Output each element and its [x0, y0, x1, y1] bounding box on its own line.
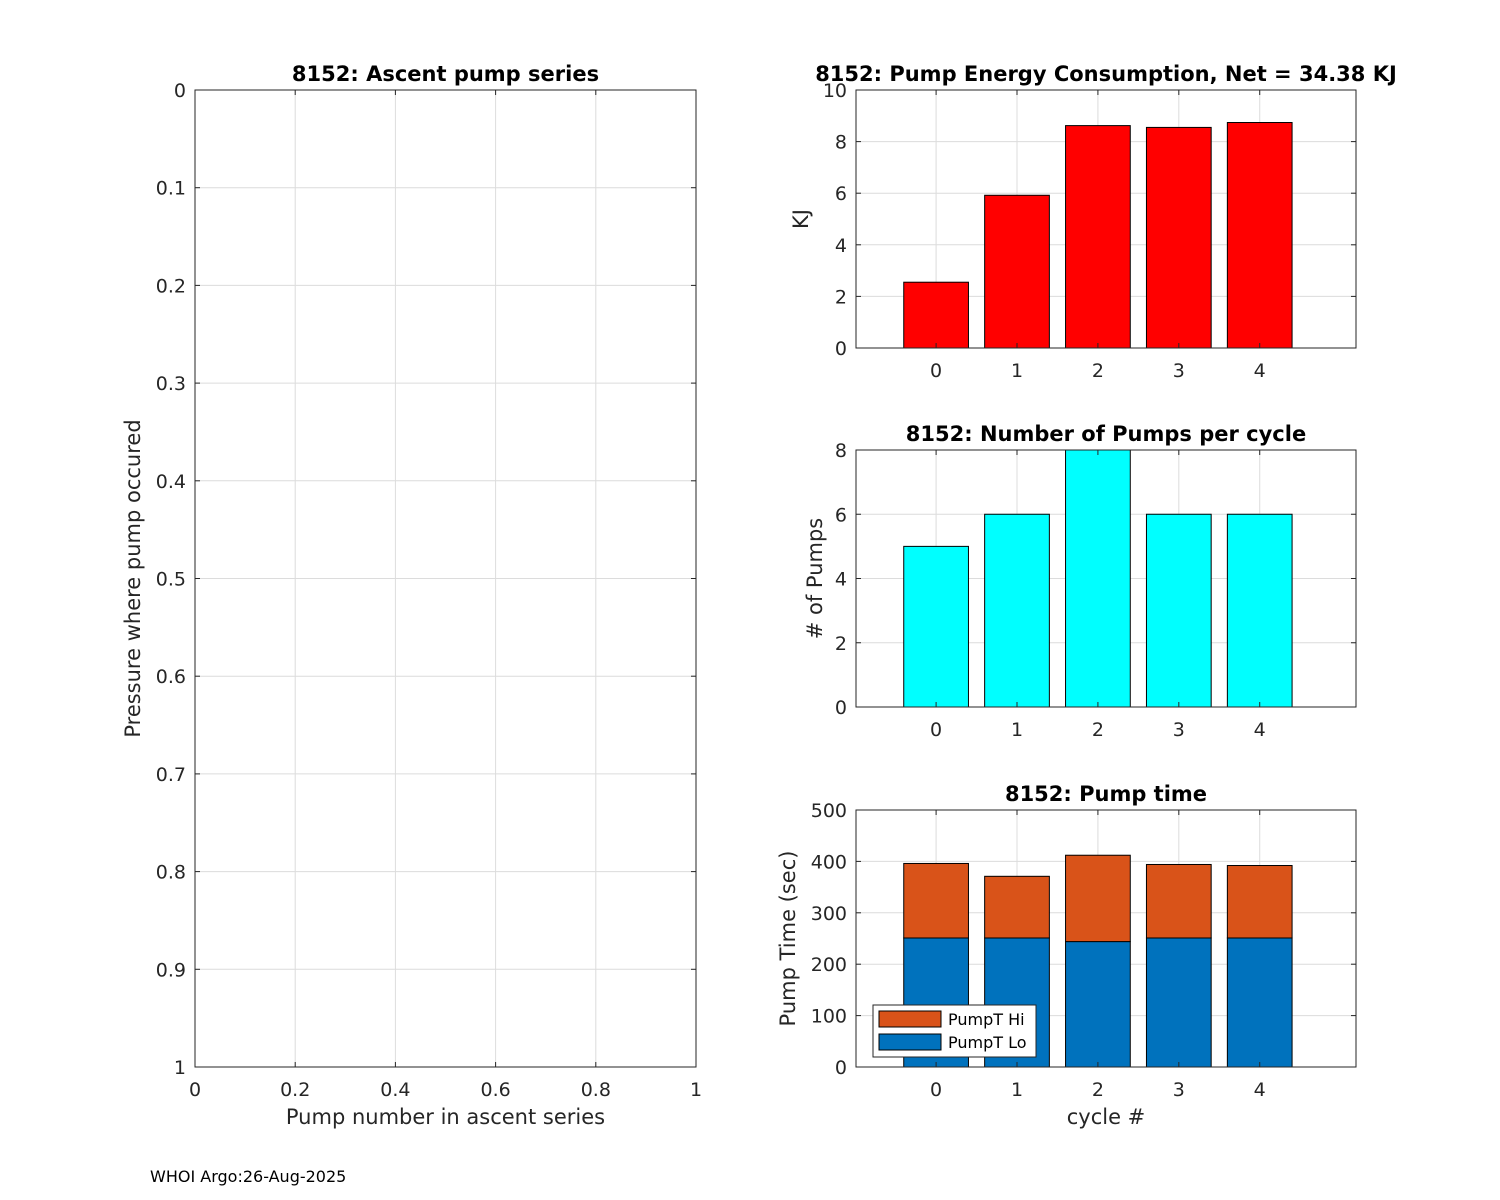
x-tick-label: 2	[1092, 360, 1104, 382]
y-tick-label: 0	[835, 1057, 847, 1079]
y-axis-label: KJ	[789, 209, 813, 229]
legend-label: PumpT Lo	[948, 1033, 1027, 1052]
y-tick-label: 0.2	[156, 275, 186, 297]
y-tick-label: 0	[174, 80, 186, 102]
x-tick-label: 3	[1173, 719, 1185, 741]
x-tick-label: 0	[930, 360, 942, 382]
legend: PumpT Hi PumpT Lo	[872, 1004, 1037, 1058]
bar-pumpt-hi	[903, 862, 969, 939]
y-tick-label: 0.8	[156, 862, 186, 884]
x-tick-label: 0	[189, 1079, 201, 1101]
x-tick-label: 0	[930, 719, 942, 741]
y-tick-label: 0.4	[156, 471, 186, 493]
y-tick-label: 6	[835, 504, 847, 526]
chart-title: 8152: Ascent pump series	[292, 62, 599, 86]
x-axis-label: Pump number in ascent series	[286, 1105, 605, 1129]
chart-title: 8152: Pump time	[1005, 782, 1207, 806]
axes-box	[855, 809, 1357, 1068]
bar-pumpt-lo	[1065, 941, 1131, 1068]
y-axis-label: Pump Time (sec)	[776, 851, 800, 1027]
legend-swatch	[878, 1010, 942, 1028]
y-tick-label: 2	[835, 633, 847, 655]
y-tick-label: 500	[811, 800, 847, 822]
chart-title: 8152: Pump Energy Consumption, Net = 34.…	[815, 62, 1397, 86]
y-tick-label: 0	[835, 338, 847, 360]
legend-label: PumpT Hi	[948, 1010, 1025, 1029]
y-tick-label: 0.7	[156, 764, 186, 786]
y-axis-label: # of Pumps	[803, 518, 827, 640]
x-tick-label: 3	[1173, 1079, 1185, 1101]
bar-pumpt-lo	[1145, 937, 1212, 1068]
bar-pumpt-hi	[1065, 854, 1131, 943]
y-tick-label: 1	[174, 1057, 186, 1079]
legend-swatch	[878, 1033, 942, 1051]
x-tick-label: 0	[930, 1079, 942, 1101]
y-tick-label: 0.9	[156, 959, 186, 981]
bar-pumpt-hi	[1226, 865, 1293, 939]
chart-title: 8152: Number of Pumps per cycle	[906, 422, 1306, 446]
x-tick-label: 4	[1254, 719, 1266, 741]
x-tick-label: 1	[690, 1079, 702, 1101]
bar	[903, 281, 969, 349]
bar	[1145, 513, 1212, 708]
pump-time-panel: 0 1 2 3 4 0 100 200 300 400 500 8152: Pump time cycl…	[776, 782, 1357, 1129]
y-tick-label: 8	[835, 132, 847, 154]
x-tick-label: 0.4	[380, 1079, 410, 1101]
bar	[1065, 125, 1131, 349]
y-tick-label: 100	[811, 1006, 847, 1028]
x-axis-label: cycle #	[1067, 1105, 1146, 1129]
y-tick-label: 4	[835, 235, 847, 257]
x-tick-label: 1	[1011, 1079, 1023, 1101]
x-tick-label: 1	[1011, 360, 1023, 382]
bar	[984, 513, 1050, 708]
y-tick-label: 0.6	[156, 666, 186, 688]
y-tick-label: 6	[835, 183, 847, 205]
y-tick-label: 10	[823, 80, 847, 102]
x-tick-label: 3	[1173, 360, 1185, 382]
bar	[903, 545, 969, 708]
y-tick-label: 0	[835, 697, 847, 719]
bar	[1226, 513, 1293, 708]
x-tick-label: 4	[1254, 360, 1266, 382]
x-tick-label: 2	[1092, 719, 1104, 741]
footer-text: WHOI Argo:26-Aug-2025	[150, 1167, 346, 1186]
y-tick-label: 300	[811, 903, 847, 925]
x-tick-label: 0.8	[581, 1079, 611, 1101]
y-tick-label: 8	[835, 440, 847, 462]
bar	[1226, 122, 1293, 349]
y-tick-label: 0.3	[156, 373, 186, 395]
y-tick-label: 200	[811, 954, 847, 976]
y-tick-label: 0.5	[156, 569, 186, 591]
x-tick-label: 0.6	[480, 1079, 510, 1101]
y-tick-label: 4	[835, 569, 847, 591]
x-tick-label: 2	[1092, 1079, 1104, 1101]
ascent-pump-series-panel: 0 0.2 0.4 0.6 0.8 100.10.20.30.40.50.60.70.80…	[121, 62, 702, 1129]
y-tick-label: 400	[811, 851, 847, 873]
number-of-pumps-panel: 0 1 2 3 4 0 2 4 6 8 8152: Number of Pumps per cycl…	[803, 422, 1357, 741]
y-tick-label: 2	[835, 286, 847, 308]
axes-box	[855, 89, 1357, 349]
x-tick-label: 1	[1011, 719, 1023, 741]
bar	[984, 194, 1050, 349]
bar-pumpt-hi	[984, 875, 1050, 939]
y-axis-label: Pressure where pump occured	[121, 419, 145, 737]
bar	[1145, 126, 1212, 349]
x-tick-label: 4	[1254, 1079, 1266, 1101]
bar-pumpt-lo	[1226, 937, 1293, 1068]
x-tick-label: 0.2	[280, 1079, 310, 1101]
y-tick-label: 0.1	[156, 178, 186, 200]
bar-pumpt-hi	[1145, 863, 1212, 939]
bar	[1065, 449, 1131, 708]
